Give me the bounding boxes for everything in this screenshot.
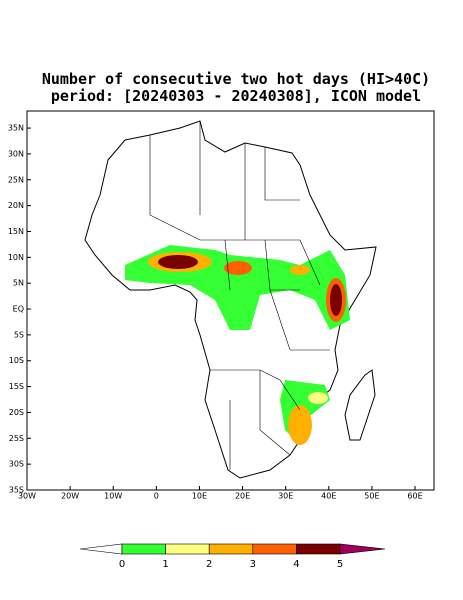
x-tick-label: 40E: [321, 492, 336, 501]
x-tick-label: 20W: [61, 492, 79, 501]
colorbar-label: 0: [119, 559, 125, 570]
x-tick-label: 10W: [104, 492, 122, 501]
colorbar-segment: [252, 543, 297, 555]
y-tick-label: 20S: [9, 408, 24, 417]
y-tick-label: 25S: [9, 434, 24, 443]
colorbar-label: 3: [250, 559, 256, 570]
area-level3: [288, 405, 312, 445]
area-level5: [330, 284, 342, 316]
colorbar-label: 1: [162, 559, 168, 570]
colorbar-label: 4: [293, 559, 299, 570]
y-tick-label: 10N: [8, 253, 24, 262]
map-area: [84, 120, 377, 479]
colorbar-segment: [121, 543, 166, 555]
x-tick-label: 50E: [364, 492, 379, 501]
area-level4: [224, 261, 252, 275]
title-line: period: [20240303 - 20240308], ICON mode…: [51, 87, 421, 105]
y-tick-label: 20N: [8, 201, 24, 210]
y-tick-label: 15S: [9, 382, 24, 391]
x-tick-label: 0: [154, 492, 159, 501]
colorbar-segment: [296, 543, 341, 555]
x-tick-label: 20E: [235, 492, 250, 501]
area-level2: [308, 392, 328, 404]
hot-areas: [125, 245, 350, 445]
y-tick-label: 10S: [9, 356, 24, 365]
y-tick-label: 25N: [8, 175, 24, 184]
colorbar-segment: [165, 543, 210, 555]
x-tick-label: 60E: [407, 492, 422, 501]
borders: [149, 121, 330, 470]
y-tick-label: 30S: [9, 460, 24, 469]
colorbar-label: 5: [337, 559, 343, 570]
area-level3: [290, 265, 310, 275]
title-line: Number of consecutive two hot days (HI>4…: [42, 70, 430, 88]
x-tick-label: 10E: [192, 492, 207, 501]
colorbar-over: [339, 543, 386, 555]
colorbar-label: 2: [206, 559, 212, 570]
y-tick-label: 35N: [8, 124, 24, 133]
madagascar: [344, 369, 376, 441]
y-tick-label: 5N: [13, 279, 24, 288]
colorbar-under: [79, 543, 123, 555]
y-tick-label: 15N: [8, 227, 24, 236]
x-tick-label: 30W: [18, 492, 36, 501]
y-tick-label: 30N: [8, 149, 24, 158]
y-tick-label: EQ: [13, 305, 24, 314]
y-tick-label: 35S: [9, 486, 24, 495]
area-level5: [158, 255, 198, 269]
y-tick-label: 5S: [14, 330, 24, 339]
x-tick-label: 30E: [278, 492, 293, 501]
plot-frame: [26, 110, 435, 491]
colorbar-segment: [208, 543, 254, 555]
